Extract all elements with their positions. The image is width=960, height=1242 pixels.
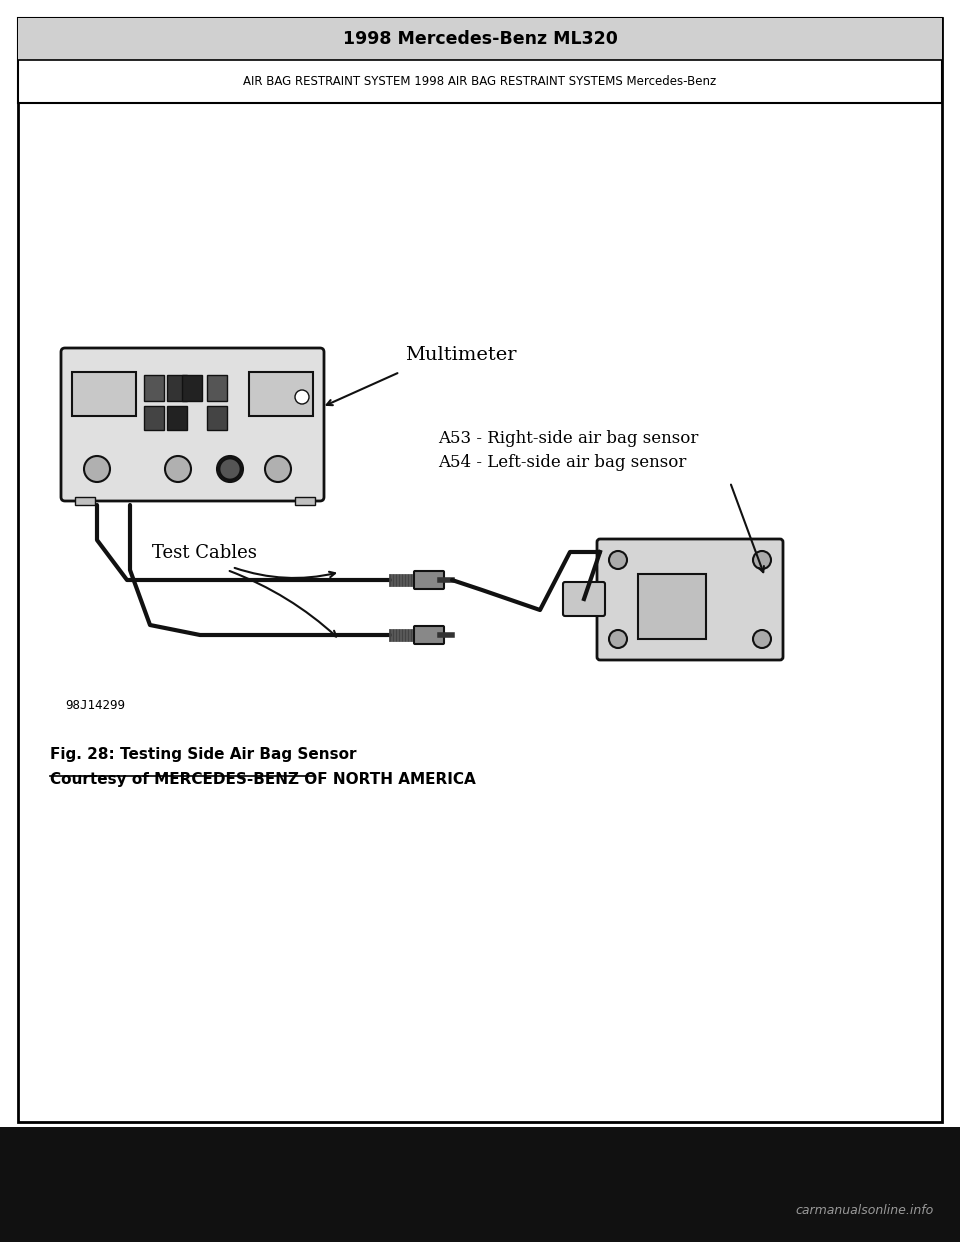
- Bar: [75, 497, 95, 505]
- Circle shape: [265, 456, 291, 482]
- Bar: [0, 1126, 960, 1242]
- Text: Courtesy of MERCEDES-BENZ OF NORTH AMERICA: Courtesy of MERCEDES-BENZ OF NORTH AMERI…: [50, 773, 476, 787]
- Circle shape: [295, 390, 309, 404]
- Text: Fig. 28: Testing Side Air Bag Sensor: Fig. 28: Testing Side Air Bag Sensor: [50, 746, 356, 763]
- Circle shape: [217, 456, 243, 482]
- FancyBboxPatch shape: [167, 375, 187, 401]
- FancyBboxPatch shape: [18, 17, 942, 1122]
- Circle shape: [753, 630, 771, 648]
- Circle shape: [219, 458, 241, 479]
- Circle shape: [609, 551, 627, 569]
- Circle shape: [165, 456, 191, 482]
- FancyBboxPatch shape: [18, 17, 942, 103]
- FancyBboxPatch shape: [249, 373, 313, 416]
- Text: A54 - Left-side air bag sensor: A54 - Left-side air bag sensor: [438, 455, 686, 471]
- FancyBboxPatch shape: [207, 406, 227, 430]
- Bar: [295, 497, 315, 505]
- FancyBboxPatch shape: [167, 406, 187, 430]
- Bar: [18, 17, 942, 60]
- FancyBboxPatch shape: [597, 539, 783, 660]
- Circle shape: [753, 551, 771, 569]
- FancyBboxPatch shape: [61, 348, 324, 501]
- FancyBboxPatch shape: [638, 574, 706, 638]
- Text: carmanualsonline.info: carmanualsonline.info: [796, 1203, 934, 1217]
- Text: 1998 Mercedes-Benz ML320: 1998 Mercedes-Benz ML320: [343, 30, 617, 48]
- FancyBboxPatch shape: [72, 373, 136, 416]
- Circle shape: [84, 456, 110, 482]
- FancyBboxPatch shape: [144, 406, 164, 430]
- Text: Test Cables: Test Cables: [152, 544, 257, 561]
- FancyBboxPatch shape: [182, 375, 202, 401]
- Circle shape: [609, 630, 627, 648]
- FancyBboxPatch shape: [414, 626, 444, 645]
- Text: Multimeter: Multimeter: [405, 347, 516, 364]
- FancyBboxPatch shape: [563, 582, 605, 616]
- FancyBboxPatch shape: [207, 375, 227, 401]
- Text: A53 - Right-side air bag sensor: A53 - Right-side air bag sensor: [438, 430, 698, 447]
- Text: AIR BAG RESTRAINT SYSTEM 1998 AIR BAG RESTRAINT SYSTEMS Mercedes-Benz: AIR BAG RESTRAINT SYSTEM 1998 AIR BAG RE…: [244, 75, 716, 88]
- FancyBboxPatch shape: [144, 375, 164, 401]
- Text: 98J14299: 98J14299: [65, 699, 125, 712]
- FancyBboxPatch shape: [414, 571, 444, 589]
